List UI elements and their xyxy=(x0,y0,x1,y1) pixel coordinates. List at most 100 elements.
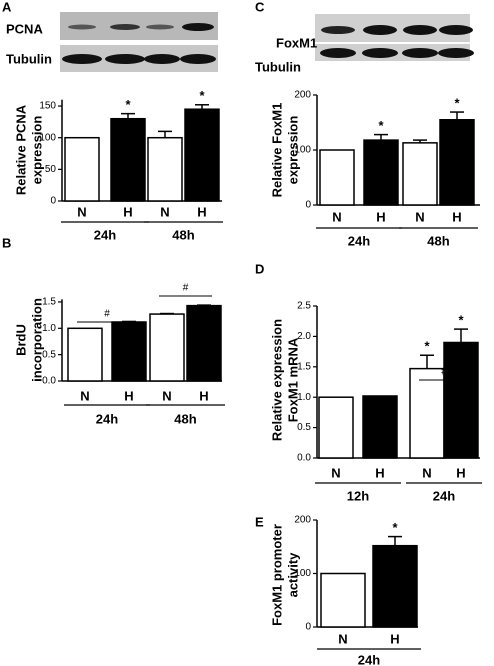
bracket-label: # xyxy=(104,309,110,320)
y-tick-label: 150 xyxy=(39,101,56,112)
y-tick-label: 1.0 xyxy=(297,392,311,403)
group-label: 12h xyxy=(347,488,369,503)
x-tick-label: H xyxy=(123,204,132,219)
panel-letter: E xyxy=(255,514,264,529)
group-label: 24h xyxy=(96,411,118,426)
blot-band xyxy=(439,25,473,35)
bar xyxy=(319,149,355,206)
bar xyxy=(110,117,146,202)
group-label: 48h xyxy=(427,233,449,248)
x-tick-label: N xyxy=(160,204,169,219)
bar xyxy=(372,544,418,628)
blot-band xyxy=(144,54,180,64)
bar xyxy=(318,396,354,459)
y-axis-label: Relative PCNA xyxy=(13,104,28,195)
y-axis-label: incorporation xyxy=(29,298,44,382)
y-tick-label: 2.5 xyxy=(297,301,311,312)
significance-star: * xyxy=(392,520,398,535)
x-tick-label: H xyxy=(199,388,208,403)
group-label: 48h xyxy=(174,411,196,426)
panel-letter: A xyxy=(2,0,12,14)
y-tick-label: 0.5 xyxy=(297,422,311,433)
bracket-label: # xyxy=(441,367,447,378)
x-tick-label: H xyxy=(197,204,206,219)
blot-band xyxy=(363,25,397,35)
y-axis-label: expression xyxy=(285,116,300,185)
blot-band xyxy=(110,24,140,30)
significance-star: * xyxy=(125,97,131,112)
x-tick-label: H xyxy=(390,631,399,646)
y-tick-label: 2.0 xyxy=(297,331,311,342)
significance-star: * xyxy=(454,95,460,110)
blot-label: FoxM1 xyxy=(276,35,317,50)
y-tick-label: 0.0 xyxy=(297,453,311,464)
group-label: 24h xyxy=(358,652,380,666)
panel-letter: C xyxy=(255,0,265,14)
y-tick-label: 1.0 xyxy=(42,323,56,334)
bar xyxy=(149,313,185,382)
bar xyxy=(67,327,103,382)
x-tick-label: H xyxy=(456,465,465,480)
bar xyxy=(186,304,222,382)
y-tick-label: 1.5 xyxy=(297,361,311,372)
x-tick-label: H xyxy=(124,388,133,403)
y-tick-label: 0 xyxy=(305,622,311,633)
y-axis-label: Relative expression xyxy=(269,319,284,441)
y-tick-label: 0 xyxy=(50,196,56,207)
blot-band xyxy=(362,48,398,58)
significance-star: * xyxy=(458,313,464,328)
blot-band xyxy=(320,48,356,58)
y-axis-label: BrdU xyxy=(13,324,28,356)
significance-star: * xyxy=(199,88,205,103)
blot-band xyxy=(321,26,355,34)
blot-label: Tubulin xyxy=(6,51,52,66)
x-tick-label: N xyxy=(415,209,424,224)
blot-band xyxy=(402,48,438,58)
bar xyxy=(184,108,220,202)
blot-band xyxy=(68,24,96,30)
blot-label: PCNA xyxy=(6,21,43,36)
bar xyxy=(402,142,438,206)
x-tick-label: H xyxy=(452,209,461,224)
y-tick-label: 200 xyxy=(294,90,311,101)
blot-band xyxy=(182,23,214,31)
significance-star: * xyxy=(378,118,384,133)
blot-a: PCNA Tubulin xyxy=(6,12,218,72)
chart-panel: C Relative FoxM1 expression 0 100 200 N * H N * H 24… xyxy=(255,0,480,248)
x-tick-label: H xyxy=(375,465,384,480)
x-tick-label: H xyxy=(376,209,385,224)
blot-band xyxy=(180,54,216,64)
y-axis-label: Relative FoxM1 xyxy=(269,103,284,198)
group-label: 24h xyxy=(348,233,370,248)
blot-band xyxy=(438,48,474,58)
panel-letter: D xyxy=(255,261,264,276)
bar xyxy=(362,395,398,459)
significance-star: * xyxy=(424,339,430,354)
y-tick-label: 100 xyxy=(294,568,311,579)
x-tick-label: N xyxy=(332,209,341,224)
x-tick-label: N xyxy=(331,465,340,480)
y-tick-label: 200 xyxy=(294,515,311,526)
y-tick-label: 1.5 xyxy=(42,297,56,308)
bracket-label: # xyxy=(183,283,189,294)
blot-band xyxy=(62,54,102,64)
y-tick-label: 0.0 xyxy=(42,376,56,387)
x-tick-label: N xyxy=(162,388,171,403)
chart-panel: E FoxM1 promoter activity 0 100 200 N * H 24h xyxy=(255,514,421,666)
x-tick-label: N xyxy=(77,204,86,219)
y-axis-label: expression xyxy=(29,116,44,185)
bar xyxy=(363,139,399,206)
group-label: 48h xyxy=(172,227,194,242)
y-tick-label: 0 xyxy=(305,200,311,211)
y-axis-label: FoxM1 promoter xyxy=(269,524,284,626)
blot-band xyxy=(105,54,145,64)
bar xyxy=(64,136,100,202)
bar xyxy=(320,572,366,628)
blot-c: FoxM1 Tubulin xyxy=(255,14,474,74)
chart-panel: D Relative expression FoxM1 mRNA 0.0 0.5 1.0 1… xyxy=(255,261,482,503)
bar xyxy=(439,119,475,206)
blot-band xyxy=(146,24,174,30)
